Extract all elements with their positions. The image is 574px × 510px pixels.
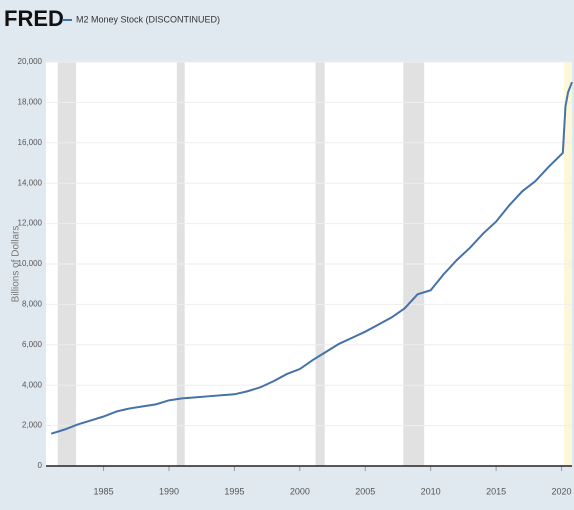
- x-tick-label: 2020: [552, 486, 572, 496]
- y-tick-label: 20,000: [18, 57, 43, 66]
- legend-title: M2 Money Stock (DISCONTINUED): [76, 14, 220, 24]
- y-tick-label: 8,000: [22, 300, 43, 309]
- x-tick-label: 2015: [486, 486, 506, 496]
- x-tick-label: 1995: [224, 486, 244, 496]
- y-tick-label: 12,000: [18, 219, 43, 228]
- y-tick-label: 4,000: [22, 380, 43, 389]
- x-tick-label: 1985: [94, 486, 114, 496]
- brand-logo: FRED: [4, 6, 64, 31]
- x-tick-label: 2010: [421, 486, 441, 496]
- x-tick-label: 1990: [159, 486, 179, 496]
- y-tick-label: 14,000: [18, 178, 43, 187]
- y-tick-label: 6,000: [22, 340, 43, 349]
- y-tick-label: 18,000: [18, 98, 43, 107]
- y-tick-label: 16,000: [18, 138, 43, 147]
- y-tick-label: 10,000: [18, 259, 43, 268]
- x-tick-label: 2005: [355, 486, 375, 496]
- y-tick-label: 2,000: [22, 421, 43, 430]
- y-tick-label: 0: [38, 461, 43, 470]
- x-tick-label: 2000: [290, 486, 310, 496]
- series-line: [50, 81, 573, 435]
- y-axis-label: Billions of Dollars: [11, 226, 22, 303]
